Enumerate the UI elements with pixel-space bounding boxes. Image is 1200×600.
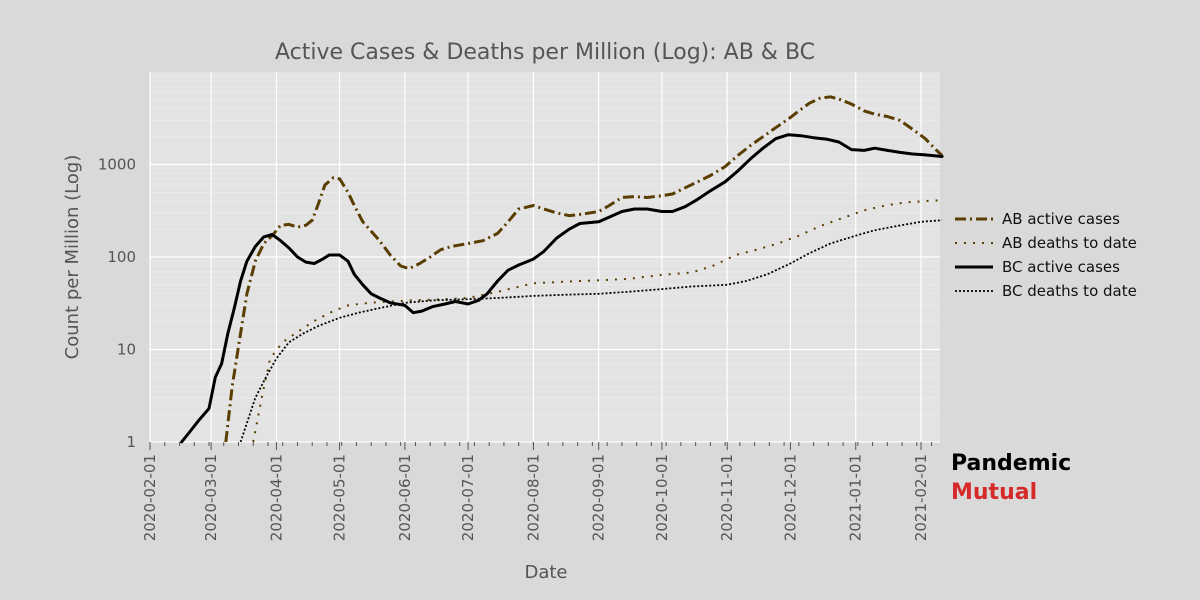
series-lines [180, 95, 944, 444]
x-tick-label: 2020-04-01 [267, 454, 285, 541]
legend: AB active cases AB deaths to date BC activ… [955, 210, 1137, 300]
legend-label-ab-deaths-to-date: AB deaths to date [1002, 234, 1137, 252]
x-tick-label: 2021-01-01 [847, 454, 865, 541]
x-tick-label: 2020-05-01 [331, 454, 349, 541]
x-tick-label: 2020-08-01 [524, 454, 542, 541]
legend-label-ab-active-cases: AB active cases [1002, 210, 1120, 228]
y-axis: 1 10 100 1000 [98, 156, 136, 452]
legend-label-bc-deaths-to-date: BC deaths to date [1002, 282, 1137, 300]
x-tick-label: 2020-03-01 [202, 454, 220, 541]
series-line-bc-deaths-to-date [239, 219, 943, 443]
y-axis-label: Count per Million (Log) [62, 155, 83, 360]
brand-name-line2: Mutual [951, 480, 1037, 505]
x-tick-label: 2020-07-01 [459, 454, 477, 541]
series-line-bc-active-cases [180, 133, 944, 444]
x-tick-label: 2020-02-01 [141, 454, 159, 541]
x-tick-label: 2020-12-01 [781, 454, 799, 541]
x-axis-label: Date [524, 562, 567, 583]
legend-label-bc-active-cases: BC active cases [1002, 258, 1120, 276]
x-tick-label: 2020-11-01 [718, 454, 736, 541]
y-tick-label: 1 [126, 433, 136, 451]
grid [149, 72, 940, 443]
brand-name-line1: Pandemic [951, 451, 1071, 476]
chart-title: Active Cases & Deaths per Million (Log):… [275, 40, 815, 65]
series-line-ab-active-cases [224, 95, 944, 443]
y-tick-label: 1000 [98, 156, 136, 174]
series-line-ab-deaths-to-date [252, 199, 943, 443]
x-tick-label: 2020-06-01 [396, 454, 414, 541]
x-tick-label: 2020-09-01 [590, 454, 608, 541]
x-tick-label: 2021-02-01 [912, 454, 930, 541]
x-axis: 2020-02-01 2020-03-01 2020-04-01 2020-05-01… [141, 442, 933, 541]
x-tick-label: 2020-10-01 [653, 454, 671, 541]
y-tick-label: 100 [107, 248, 136, 266]
y-tick-label: 10 [117, 341, 136, 359]
